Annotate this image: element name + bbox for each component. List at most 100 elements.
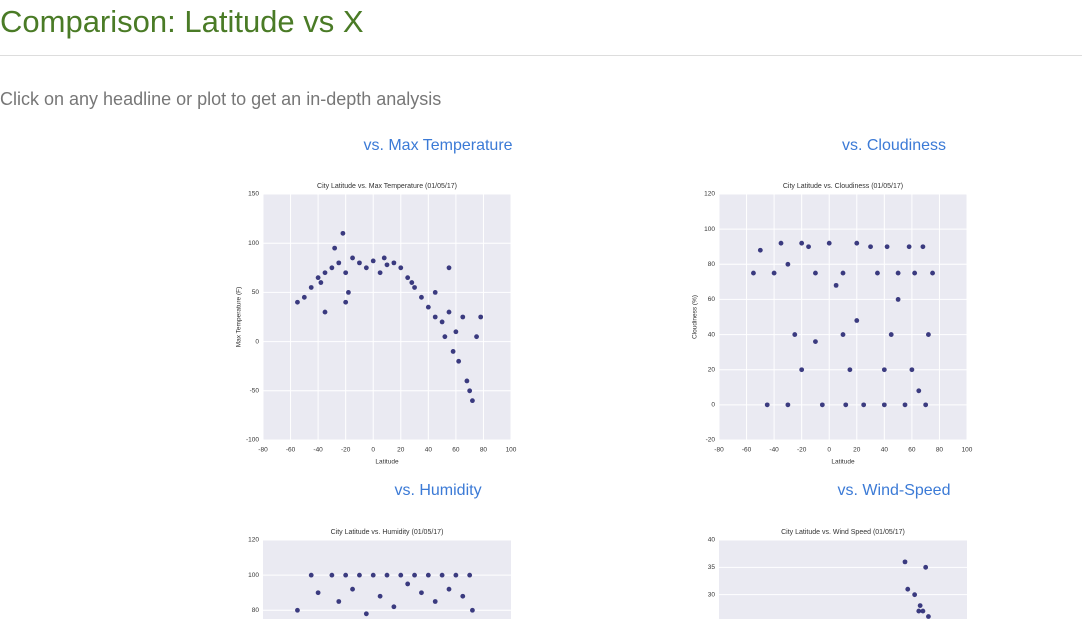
scatter-point [778, 240, 784, 246]
scatter-point [902, 559, 908, 565]
scatter-point [467, 388, 473, 394]
plot-area[interactable] [719, 540, 967, 619]
plot-heading[interactable]: vs. Max Temperature [363, 137, 512, 154]
plot-title: City Latitude vs. Cloudiness (01/05/17) [783, 183, 903, 190]
scatter-point [905, 586, 911, 592]
plot-title: City Latitude vs. Max Temperature (01/05… [317, 183, 457, 190]
plot-area[interactable] [263, 194, 511, 440]
x-tick-label: -40 [313, 447, 323, 454]
scatter-point [384, 262, 390, 268]
x-tick-label: -40 [769, 447, 779, 454]
scatter-point [819, 402, 825, 408]
scatter-point [439, 572, 445, 578]
scatter-point [332, 245, 338, 251]
scatter-point [363, 611, 369, 617]
scatter-point [439, 319, 445, 325]
y-tick-label: 0 [711, 402, 715, 409]
page-title: Comparison: Latitude vs X [0, 4, 364, 39]
scatter-point [888, 332, 894, 337]
scatter-point [799, 240, 805, 246]
y-tick-label: 120 [704, 191, 715, 198]
scatter-point [343, 299, 349, 305]
scatter-point [370, 572, 376, 578]
scatter-point [295, 607, 300, 613]
x-tick-label: 80 [480, 447, 488, 454]
scatter-point [920, 608, 926, 614]
scatter-point [902, 402, 908, 408]
y-axis-label: Cloudiness (%) [692, 295, 699, 339]
scatter-point [322, 270, 328, 276]
x-tick-label: 80 [936, 447, 944, 454]
scatter-point [840, 332, 846, 337]
scatter-point [295, 299, 300, 305]
scatter-point [301, 294, 307, 300]
y-tick-label: 50 [252, 289, 260, 296]
scatter-point [813, 270, 818, 276]
y-tick-label: 100 [704, 226, 715, 233]
scatter-point [432, 290, 438, 295]
scatter-point [346, 290, 351, 295]
scatter-point [343, 572, 349, 578]
scatter-point [895, 297, 901, 302]
y-tick-label: 30 [708, 591, 716, 598]
scatter-point [909, 367, 915, 373]
scatter-point [377, 593, 383, 599]
scatter-point [425, 572, 431, 578]
plot-title: City Latitude vs. Humidity (01/05/17) [331, 529, 444, 536]
divider [0, 55, 1082, 56]
x-axis-label: Latitude [375, 459, 399, 466]
scatter-point [895, 270, 901, 276]
plot-area[interactable] [719, 194, 967, 440]
x-tick-label: -20 [341, 447, 351, 454]
scatter-point [840, 270, 846, 276]
x-tick-label: 100 [962, 447, 973, 454]
scatter-point [868, 244, 873, 250]
scatter-point [478, 314, 484, 320]
scatter-point [785, 402, 791, 408]
scatter-point [340, 230, 346, 236]
scatter-point [308, 285, 314, 290]
y-tick-label: 150 [248, 191, 259, 198]
scatter-point [881, 367, 887, 373]
plot-heading[interactable]: vs. Wind-Speed [838, 482, 951, 499]
scatter-point [318, 280, 324, 285]
scatter-point [912, 592, 918, 598]
scatter-point [799, 367, 805, 373]
y-tick-label: -100 [246, 437, 259, 444]
plot-heading[interactable]: vs. Humidity [394, 482, 481, 499]
x-tick-label: 60 [908, 447, 916, 454]
scatter-point [442, 334, 448, 340]
plot-heading[interactable]: vs. Cloudiness [842, 137, 946, 154]
scatter-point [419, 294, 424, 300]
scatter-point [412, 285, 417, 290]
scatter-point [916, 388, 922, 394]
scatter-point [881, 402, 887, 408]
scatter-point [751, 270, 756, 276]
plot-area[interactable] [263, 540, 511, 619]
scatter-point [833, 282, 839, 288]
scatter-point [792, 332, 798, 337]
scatter-point [432, 314, 438, 320]
plot-title: City Latitude vs. Wind Speed (01/05/17) [781, 529, 905, 536]
scatter-point [875, 270, 880, 276]
scatter-point [843, 402, 849, 408]
scatter-point [813, 339, 818, 344]
scatter-point [917, 603, 923, 608]
scatter-point [391, 604, 397, 610]
y-tick-label: 60 [708, 296, 716, 303]
scatter-point [926, 614, 931, 619]
scatter-point [405, 581, 411, 587]
x-tick-label: -60 [742, 447, 752, 454]
scatter-point [412, 572, 417, 578]
scatter-point [391, 260, 397, 266]
scatter-point [329, 572, 335, 578]
scatter-point [926, 332, 931, 337]
scatter-point [930, 270, 935, 276]
scatter-point [398, 265, 404, 271]
scatter-point [405, 275, 411, 281]
scatter-point [456, 358, 462, 364]
scatter-point [861, 402, 867, 408]
scatter-point [464, 378, 470, 384]
scatter-point [923, 564, 929, 570]
y-tick-label: 100 [248, 240, 259, 247]
